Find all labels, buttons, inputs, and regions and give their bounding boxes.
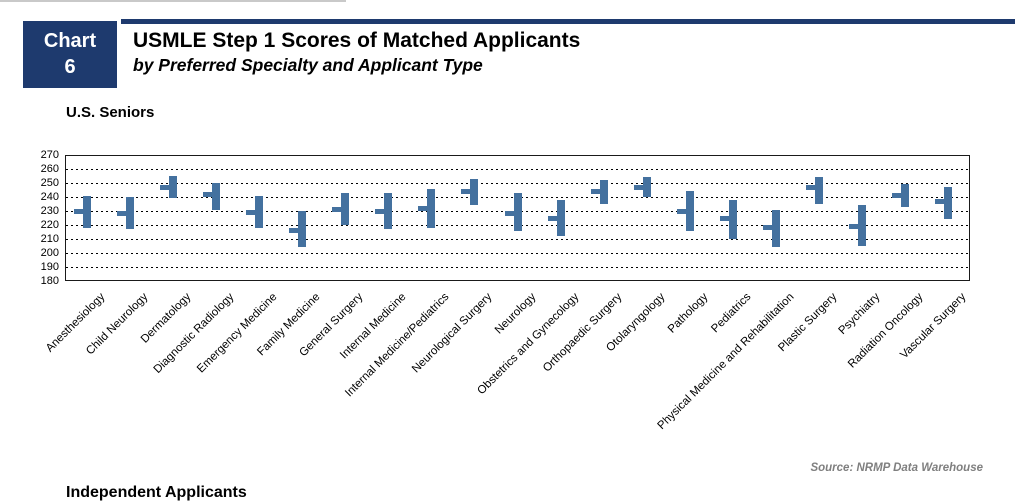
y-axis-tick-label: 240 (40, 191, 59, 203)
section-label-independent-applicants: Independent Applicants (66, 484, 247, 501)
mean-score-tick (245, 209, 263, 215)
score-range-bar (815, 177, 824, 204)
mean-score-tick (418, 205, 436, 211)
mean-score-tick (633, 184, 651, 190)
y-axis-tick-label: 250 (40, 177, 59, 189)
mean-score-tick (547, 215, 565, 221)
y-axis-tick-label: 230 (40, 205, 59, 217)
y-axis-tick-label: 220 (40, 219, 59, 231)
chart-badge-word: Chart (43, 30, 97, 52)
mean-score-tick (73, 208, 91, 214)
mean-score-tick (676, 208, 694, 214)
mean-score-tick (504, 211, 522, 217)
mean-score-tick (935, 198, 953, 204)
mean-score-tick (289, 228, 307, 234)
mean-score-tick (849, 223, 867, 229)
y-axis-tick-label: 180 (40, 275, 59, 287)
chart-title: USMLE Step 1 Scores of Matched Applicant… (133, 29, 581, 52)
source-note: Source: NRMP Data Warehouse (810, 462, 983, 474)
chart-badge-number: 6 (64, 56, 76, 78)
y-gridline (66, 168, 969, 170)
mean-score-tick (892, 193, 910, 199)
chart-subtitle: by Preferred Specialty and Applicant Typ… (133, 55, 483, 75)
y-axis-tick-label: 190 (40, 261, 59, 273)
mean-score-tick (763, 225, 781, 231)
mean-score-tick (375, 208, 393, 214)
y-axis-tick-label: 270 (40, 149, 59, 161)
mean-score-tick (719, 215, 737, 221)
mean-score-tick (159, 184, 177, 190)
mean-score-tick (202, 191, 220, 197)
page-edge-artifact (0, 0, 346, 2)
mean-score-tick (116, 211, 134, 217)
y-gridline (66, 238, 969, 240)
mean-score-tick (461, 188, 479, 194)
section-label-us-seniors: U.S. Seniors (66, 104, 155, 121)
y-gridline (66, 182, 969, 184)
header-rule (121, 19, 1015, 24)
y-axis-tick-label: 200 (40, 247, 59, 259)
y-axis-tick-label: 210 (40, 233, 59, 245)
y-gridline (66, 266, 969, 268)
chart-number-badge: Chart 6 (23, 21, 117, 88)
mean-score-tick (332, 207, 350, 213)
y-gridline (66, 252, 969, 254)
y-axis-tick-label: 260 (40, 163, 59, 175)
mean-score-tick (806, 184, 824, 190)
mean-score-tick (590, 188, 608, 194)
